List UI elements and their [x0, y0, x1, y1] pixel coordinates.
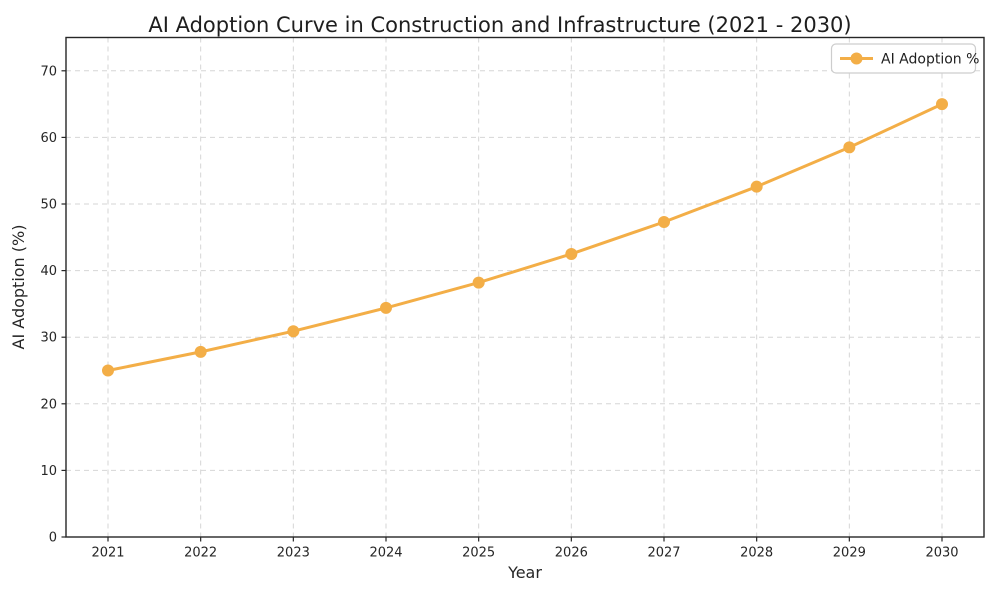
legend-label: AI Adoption % — [881, 52, 979, 68]
x-tick-label: 2025 — [462, 546, 495, 561]
y-tick-label: 40 — [40, 264, 57, 279]
data-point — [658, 215, 670, 228]
x-tick-label: 2028 — [740, 546, 773, 561]
data-point — [936, 98, 948, 111]
x-axis-label: Year — [507, 563, 542, 582]
data-point — [380, 301, 392, 314]
data-point — [750, 180, 763, 193]
y-tick-label: 30 — [40, 331, 57, 346]
grid-layer — [66, 37, 984, 537]
y-tick-label: 50 — [40, 198, 57, 213]
data-point — [472, 276, 485, 289]
x-tick-label: 2022 — [184, 546, 217, 561]
y-tick-label: 70 — [40, 64, 57, 79]
x-tick-label: 2026 — [555, 546, 588, 561]
data-point — [287, 325, 300, 338]
data-point — [843, 141, 856, 154]
data-point — [565, 247, 578, 260]
data-point — [194, 345, 207, 358]
y-tick-label: 0 — [49, 531, 57, 546]
legend-box — [830, 43, 977, 74]
y-tick-label: 10 — [40, 464, 57, 479]
y-tick-label: 20 — [40, 397, 57, 412]
legend-marker-icon — [850, 52, 863, 65]
y-axis-label: AI Adoption (%) — [9, 225, 28, 350]
chart-title: AI Adoption Curve in Construction and In… — [148, 13, 851, 37]
tick-marks-layer — [61, 70, 943, 542]
plot-border — [65, 36, 985, 538]
x-tick-label: 2024 — [369, 546, 402, 561]
tick-labels-layer: 2021 2022 2023 2024 2025 2026 2027 2028 2029 2030… — [40, 64, 958, 560]
x-tick-label: 2030 — [925, 546, 958, 561]
x-tick-label: 2027 — [647, 546, 680, 561]
legend: AI Adoption % — [830, 43, 979, 74]
y-tick-label: 60 — [40, 131, 57, 146]
x-tick-label: 2023 — [277, 546, 310, 561]
series-layer — [102, 98, 948, 377]
x-tick-label: 2021 — [91, 546, 124, 561]
series-line — [106, 102, 944, 372]
x-tick-label: 2029 — [833, 546, 866, 561]
data-point — [102, 364, 114, 377]
